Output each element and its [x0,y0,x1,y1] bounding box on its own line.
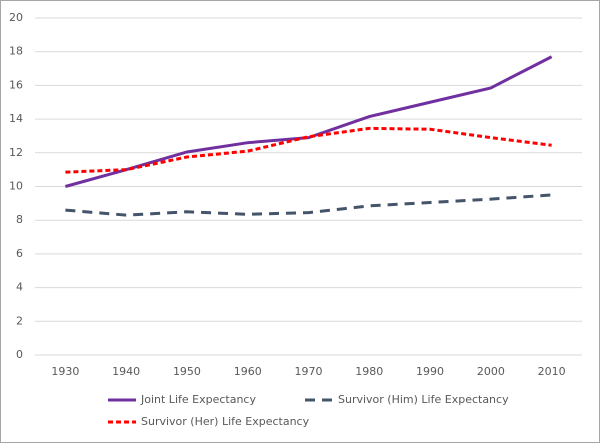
x-tick-label: 1950 [173,365,201,378]
x-tick-label: 2010 [538,365,566,378]
y-tick-label: 6 [16,247,23,260]
x-tick-label: 1980 [355,365,383,378]
y-tick-label: 18 [9,45,23,58]
x-tick-label: 2000 [477,365,505,378]
series-line [64,55,553,188]
y-tick-label: 4 [16,281,23,294]
legend-label: Survivor (Her) Life Expectancy [141,415,310,428]
x-tick-label: 1960 [234,365,262,378]
x-tick-label: 1940 [112,365,140,378]
x-tick-label: 1970 [295,365,323,378]
legend-label: Survivor (Him) Life Expectancy [338,393,509,406]
x-tick-label: 1990 [416,365,444,378]
series-line [65,193,552,217]
y-tick-label: 8 [16,213,23,226]
series-line [65,126,552,174]
legend-label: Joint Life Expectancy [140,393,256,406]
y-tick-label: 2 [16,314,23,327]
x-tick-label: 1930 [51,365,79,378]
y-tick-label: 10 [9,180,23,193]
y-tick-label: 0 [16,348,23,361]
y-tick-label: 14 [9,112,23,125]
y-tick-label: 20 [9,11,23,24]
y-tick-label: 12 [9,146,23,159]
y-tick-label: 16 [9,78,23,91]
